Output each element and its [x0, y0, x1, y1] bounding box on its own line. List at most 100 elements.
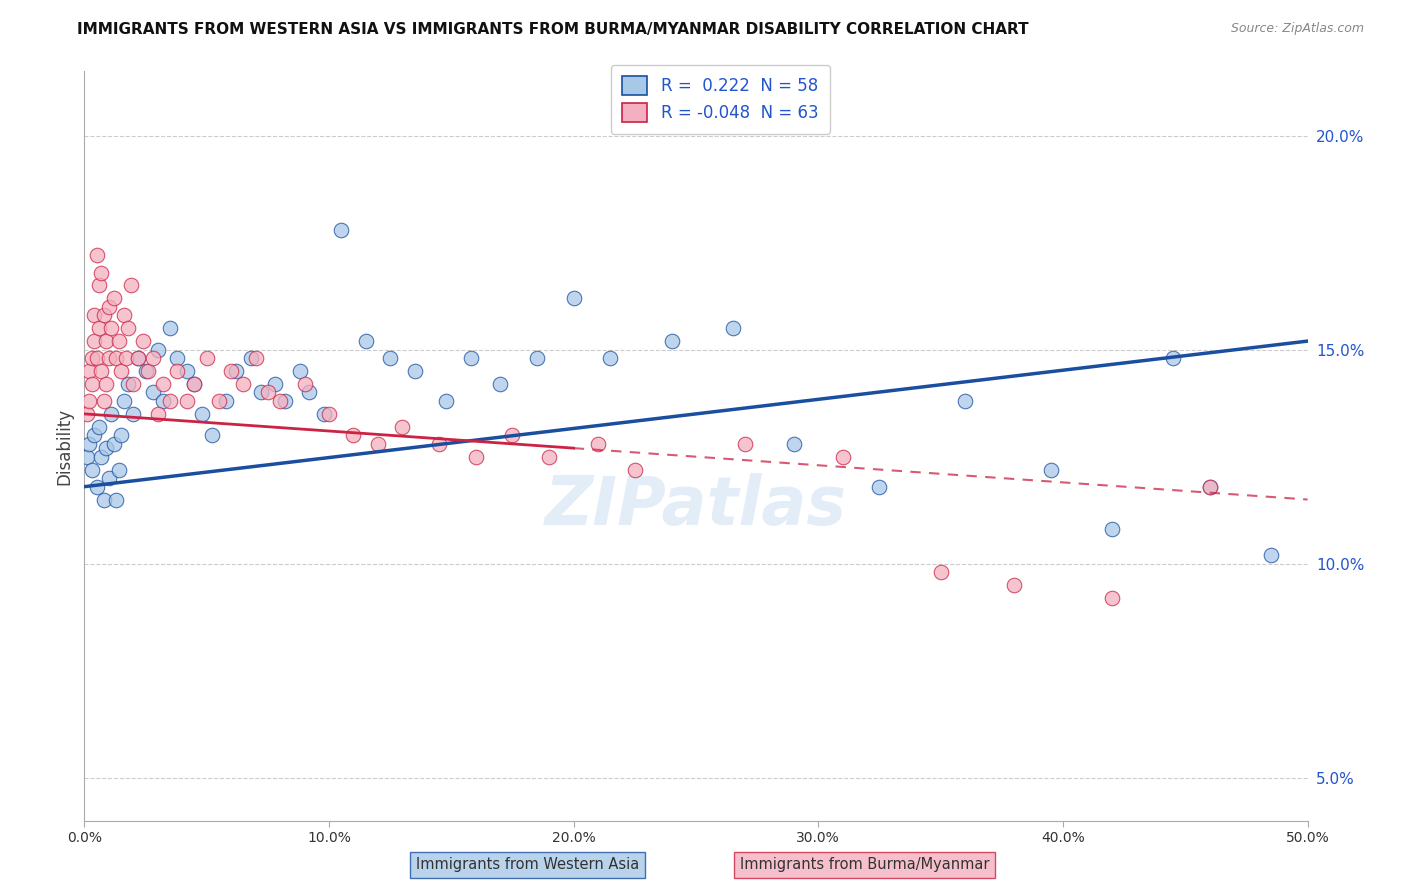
Point	[195, 351, 218, 366]
Point	[183, 376, 205, 391]
Point	[391, 419, 413, 434]
Point	[380, 351, 402, 366]
Point	[526, 351, 548, 366]
Point	[107, 462, 129, 476]
Point	[107, 334, 129, 348]
Point	[96, 334, 118, 348]
Point	[77, 364, 100, 378]
Point	[80, 462, 103, 476]
Point	[269, 394, 291, 409]
Point	[103, 437, 125, 451]
Point	[96, 376, 118, 391]
Point	[83, 309, 105, 323]
Point	[122, 376, 145, 391]
Point	[117, 321, 139, 335]
Point	[77, 437, 100, 451]
Point	[159, 321, 181, 335]
Point	[367, 437, 389, 451]
Point	[1101, 523, 1123, 537]
Point	[159, 394, 181, 409]
Point	[93, 309, 115, 323]
Y-axis label: Disability: Disability	[55, 408, 73, 484]
Point	[127, 351, 149, 366]
Point	[200, 428, 222, 442]
Point	[404, 364, 426, 378]
Point	[245, 351, 267, 366]
Point	[460, 351, 482, 366]
Point	[225, 364, 247, 378]
Text: Immigrants from Western Asia: Immigrants from Western Asia	[416, 857, 638, 872]
Point	[176, 364, 198, 378]
Point	[314, 407, 336, 421]
Point	[83, 428, 105, 442]
Point	[624, 462, 647, 476]
Legend: R =  0.222  N = 58, R = -0.048  N = 63: R = 0.222 N = 58, R = -0.048 N = 63	[610, 65, 830, 134]
Point	[96, 441, 118, 455]
Point	[239, 351, 262, 366]
Point	[93, 394, 115, 409]
Point	[191, 407, 214, 421]
Point	[298, 385, 321, 400]
Point	[1002, 578, 1025, 592]
Point	[142, 351, 165, 366]
Point	[489, 376, 512, 391]
Point	[76, 450, 98, 464]
Point	[721, 321, 744, 335]
Point	[93, 492, 115, 507]
Point	[135, 364, 157, 378]
Point	[219, 364, 242, 378]
Point	[294, 376, 316, 391]
Point	[1039, 462, 1062, 476]
Point	[562, 291, 585, 305]
Text: ZIPatlas: ZIPatlas	[546, 473, 846, 539]
Point	[115, 351, 138, 366]
Point	[1161, 351, 1184, 366]
Point	[166, 351, 188, 366]
Point	[80, 376, 103, 391]
Point	[87, 419, 110, 434]
Point	[734, 437, 756, 451]
Point	[249, 385, 271, 400]
Point	[100, 321, 122, 335]
Text: Source: ZipAtlas.com: Source: ZipAtlas.com	[1230, 22, 1364, 36]
Point	[599, 351, 621, 366]
Point	[176, 394, 198, 409]
Point	[90, 266, 112, 280]
Text: Immigrants from Burma/Myanmar: Immigrants from Burma/Myanmar	[740, 857, 990, 872]
Point	[100, 407, 122, 421]
Point	[120, 278, 142, 293]
Point	[232, 376, 254, 391]
Point	[132, 334, 155, 348]
Point	[215, 394, 238, 409]
Point	[929, 566, 952, 580]
Point	[127, 351, 149, 366]
Point	[166, 364, 188, 378]
Point	[142, 385, 165, 400]
Point	[502, 428, 524, 442]
Point	[103, 291, 125, 305]
Point	[274, 394, 297, 409]
Text: IMMIGRANTS FROM WESTERN ASIA VS IMMIGRANTS FROM BURMA/MYANMAR DISABILITY CORRELA: IMMIGRANTS FROM WESTERN ASIA VS IMMIGRAN…	[77, 22, 1029, 37]
Point	[288, 364, 311, 378]
Point	[97, 471, 120, 485]
Point	[105, 492, 128, 507]
Point	[97, 351, 120, 366]
Point	[1101, 591, 1123, 605]
Point	[76, 407, 98, 421]
Point	[80, 351, 103, 366]
Point	[661, 334, 683, 348]
Point	[105, 351, 128, 366]
Point	[330, 223, 353, 237]
Point	[1260, 548, 1282, 562]
Point	[1198, 480, 1220, 494]
Point	[152, 394, 174, 409]
Point	[354, 334, 377, 348]
Point	[1198, 480, 1220, 494]
Point	[538, 450, 561, 464]
Point	[136, 364, 159, 378]
Point	[117, 376, 139, 391]
Point	[146, 407, 169, 421]
Point	[87, 321, 110, 335]
Point	[110, 428, 132, 442]
Point	[183, 376, 205, 391]
